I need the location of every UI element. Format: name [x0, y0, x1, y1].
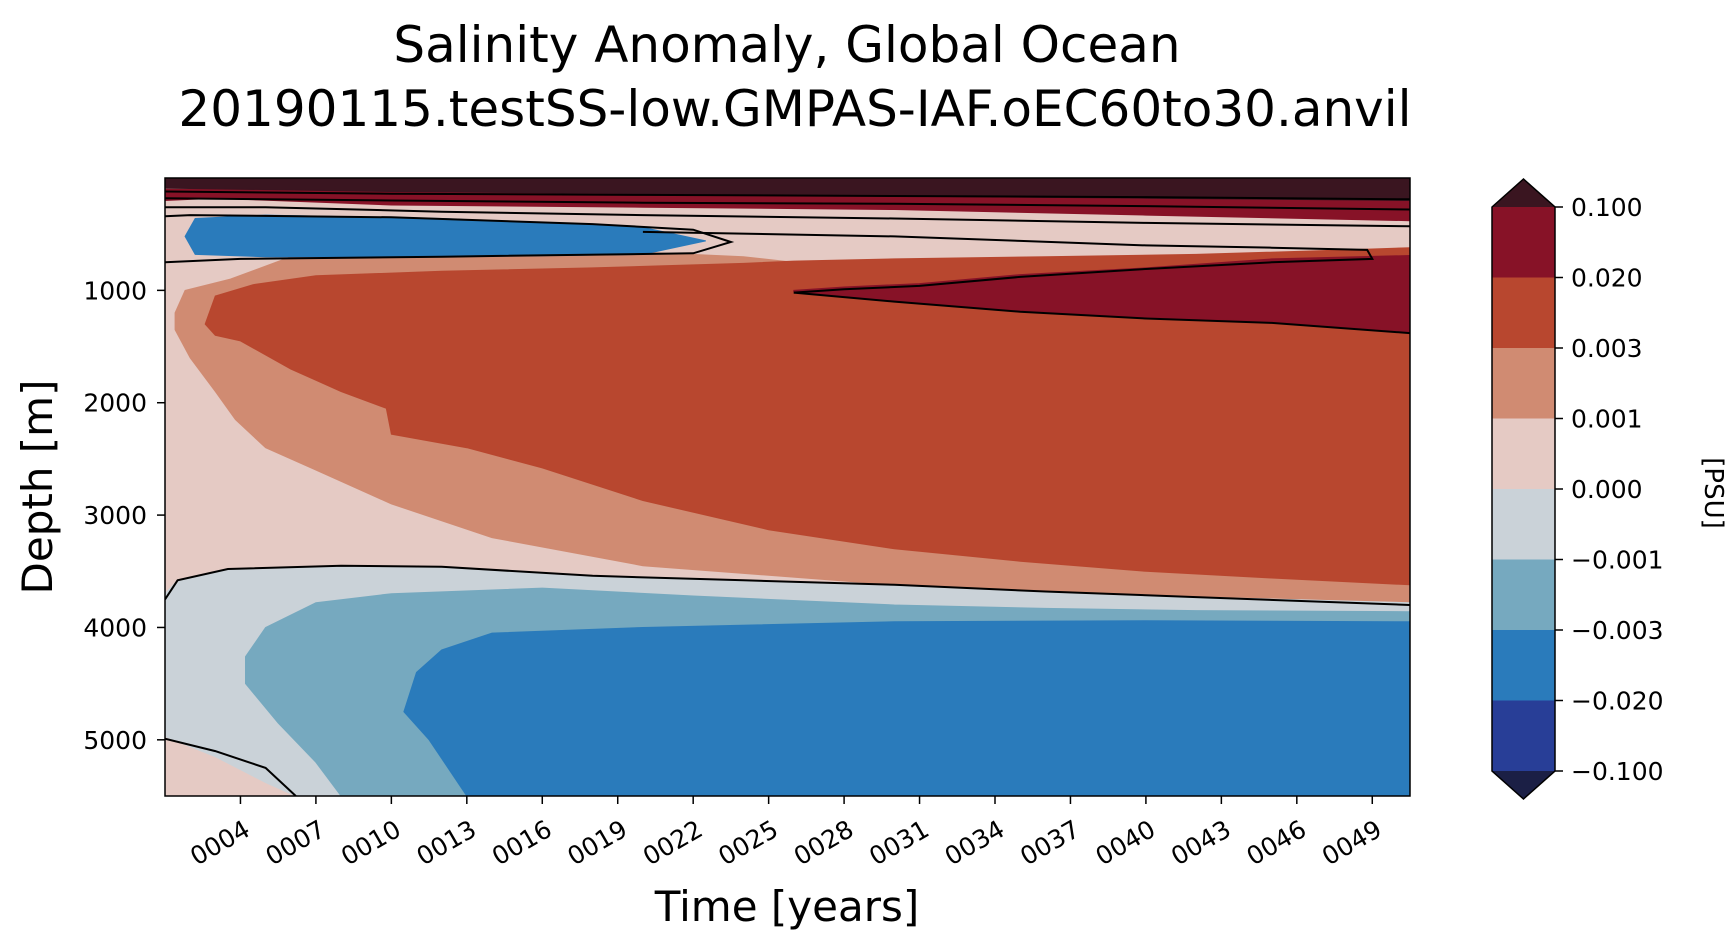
plot-frame	[164, 177, 1411, 797]
y-tick-label: 4000	[83, 613, 147, 642]
colorbar-segment	[1492, 489, 1555, 560]
colorbar-under-triangle	[1492, 771, 1555, 799]
chart-title: Salinity Anomaly, Global Ocean	[393, 16, 1180, 74]
colorbar-tick-label: 0.001	[1571, 405, 1643, 434]
contour-fills	[165, 178, 1410, 796]
plot-area	[164, 177, 1411, 797]
x-tick-label: 0013	[412, 814, 482, 871]
x-tick-label: 0031	[864, 814, 934, 871]
y-tick-label: 5000	[83, 726, 147, 755]
contour-region-1	[204, 247, 1410, 586]
x-tick-label: 0007	[261, 814, 331, 871]
colorbar-segment	[1492, 630, 1555, 701]
colorbar-segment	[1492, 348, 1555, 419]
x-tick-label: 0049	[1317, 814, 1387, 871]
contour-lines	[165, 190, 1410, 796]
colorbar-over-triangle	[1492, 179, 1555, 207]
y-axis-label: Depth [m]	[13, 380, 62, 595]
chart-subtitle: 20190115.testSS-low.GMPAS-IAF.oEC60to30.…	[178, 80, 1411, 138]
x-tick-label: 0016	[487, 814, 557, 871]
x-tick-label: 0028	[789, 814, 859, 871]
x-tick-label: 0010	[336, 814, 406, 871]
contour-line-7	[165, 190, 1410, 201]
x-tick-label: 0004	[185, 814, 255, 871]
contour-line-4	[793, 291, 1410, 335]
x-tick-label: 0037	[1015, 814, 1085, 871]
x-tick-label: 0025	[713, 814, 783, 871]
x-axis: 0004 0007 0010 0013 0016 0019 0022 0025 0028 0031…	[185, 796, 1387, 871]
contour-region-5	[403, 620, 1410, 796]
colorbar-segment	[1492, 700, 1555, 772]
colorbar-label: [PSU]	[1698, 457, 1725, 529]
colorbar-segment	[1492, 207, 1555, 278]
colorbar-tick-label: −0.003	[1571, 616, 1664, 645]
x-tick-label: 0040	[1091, 814, 1161, 871]
x-tick-label: 0043	[1166, 814, 1236, 871]
y-axis: 1000 2000 3000 4000 5000	[83, 276, 165, 755]
colorbar-tick-label: 0.020	[1571, 264, 1643, 293]
colorbar-tick-label: −0.020	[1571, 687, 1664, 716]
contour-line-5	[165, 206, 1410, 228]
colorbar-tick-label: −0.100	[1571, 757, 1664, 786]
y-tick-label: 3000	[83, 501, 147, 530]
x-tick-label: 0019	[563, 814, 633, 871]
x-axis-label: Time [years]	[654, 882, 920, 931]
colorbar-tick-label: 0.100	[1571, 193, 1643, 222]
y-tick-label: 2000	[83, 389, 147, 418]
x-tick-label: 0022	[638, 814, 708, 871]
x-tick-label: 0046	[1242, 814, 1312, 871]
colorbar-segment	[1492, 277, 1555, 349]
contour-line-2	[165, 214, 735, 264]
colorbar-segment	[1492, 559, 1555, 631]
contour-line-1	[165, 737, 297, 796]
x-tick-label: 0034	[940, 814, 1010, 871]
colorbar: 0.100 0.020 0.003 0.001 0.000 −0.001 −0.003 −0.…	[1491, 177, 1664, 801]
contour-line-6	[165, 197, 1410, 211]
contour-line-0	[165, 564, 1410, 606]
contour-line-3	[642, 230, 1374, 294]
colorbar-tick-label: 0.003	[1571, 334, 1643, 363]
colorbar-tick-label: −0.001	[1571, 546, 1664, 575]
y-tick-label: 1000	[83, 276, 147, 305]
colorbar-segment	[1492, 418, 1555, 490]
colorbar-tick-label: 0.000	[1571, 475, 1643, 504]
